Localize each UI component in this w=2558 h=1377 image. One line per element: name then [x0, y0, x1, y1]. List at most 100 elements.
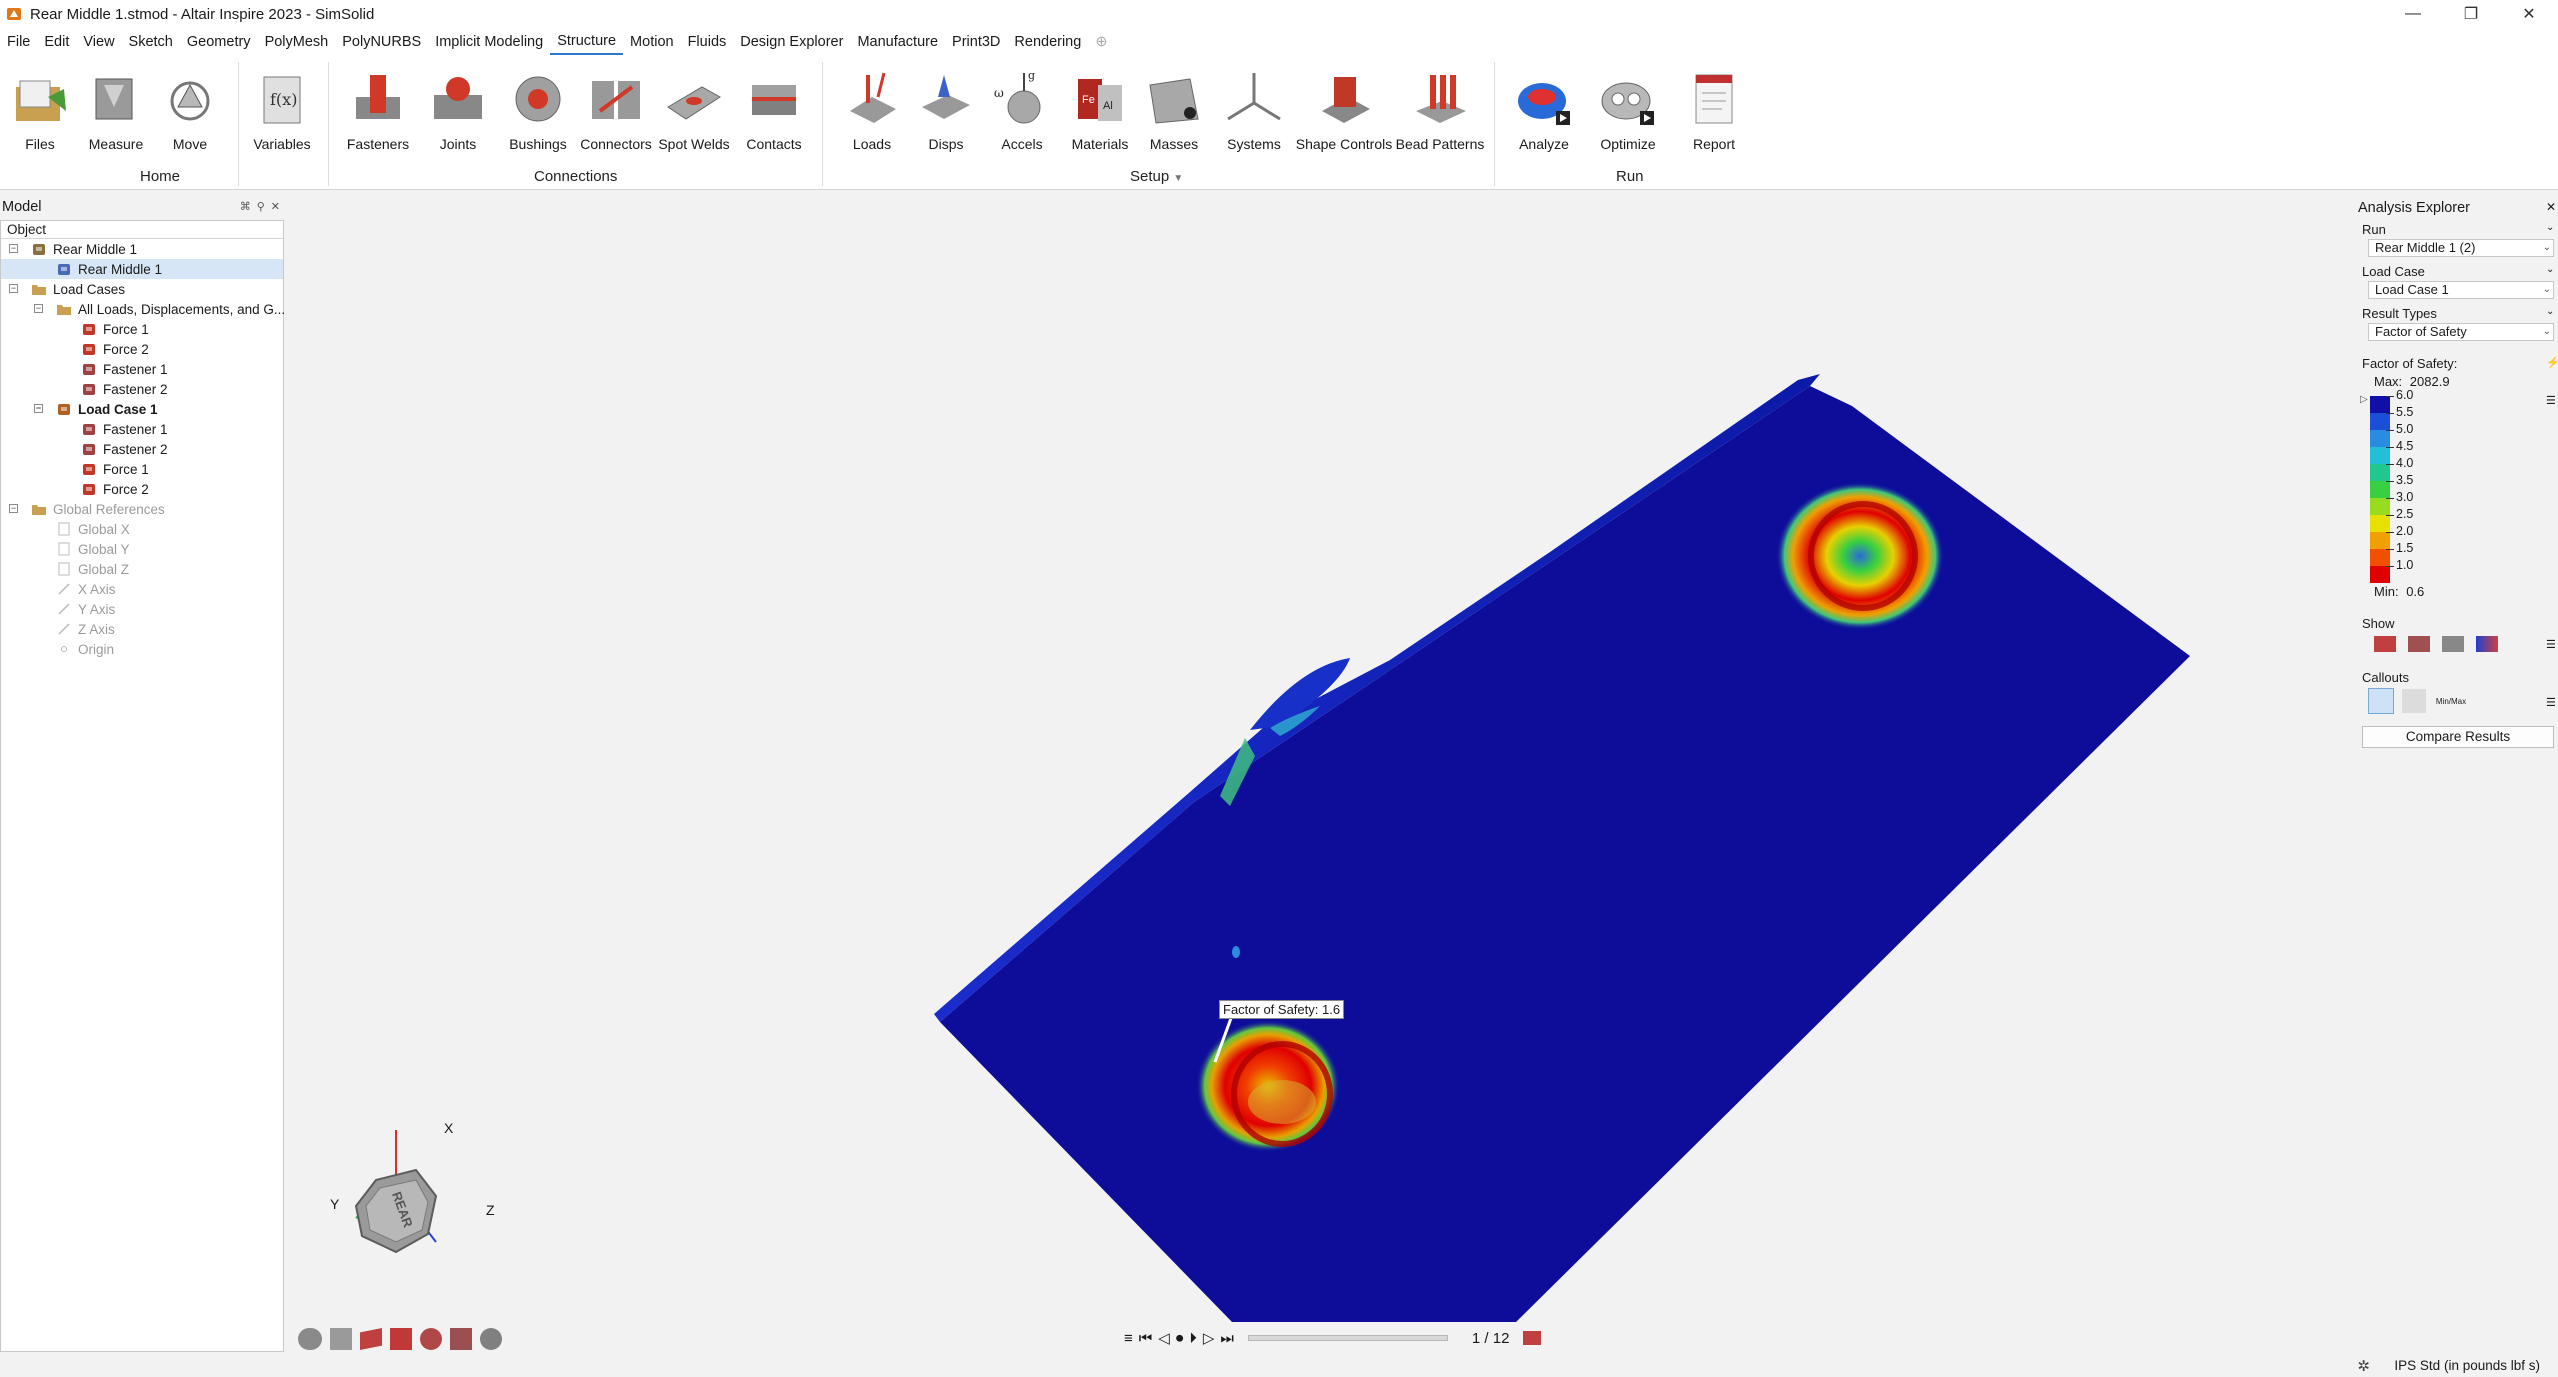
last-frame-icon[interactable]: ⏭: [1220, 1329, 1234, 1347]
compare-results-button[interactable]: Compare Results: [2362, 726, 2554, 748]
joints-tool-button[interactable]: Joints: [408, 66, 508, 152]
tree-item[interactable]: Force 2: [1, 479, 283, 499]
tree-item[interactable]: − Load Cases: [1, 279, 283, 299]
legend-pointer-icon[interactable]: ▷: [2360, 394, 2368, 405]
result-callout[interactable]: Factor of Safety: 1.6: [1219, 1000, 1345, 1019]
next-frame-icon[interactable]: ▷: [1202, 1330, 1215, 1347]
zoom-icon[interactable]: [420, 1328, 442, 1350]
menu-fluids[interactable]: Fluids: [687, 34, 727, 50]
tree-item[interactable]: Global Z: [1, 559, 283, 579]
tree-item[interactable]: − Load Case 1: [1, 399, 283, 419]
analyze-tool-button[interactable]: Analyze: [1494, 66, 1594, 152]
menu-sketch[interactable]: Sketch: [128, 34, 173, 50]
menu-manufacture[interactable]: Manufacture: [857, 34, 939, 50]
run-dropdown[interactable]: Rear Middle 1 (2) ⌄: [2368, 239, 2554, 257]
prev-frame-icon[interactable]: ◁: [1158, 1330, 1170, 1347]
menu-view[interactable]: View: [83, 34, 115, 50]
show-deformed-icon[interactable]: [2374, 636, 2396, 652]
variables-tool-button[interactable]: f(x) Variables: [232, 66, 332, 152]
menu-print3d[interactable]: Print3D: [952, 34, 1001, 50]
tree-item[interactable]: Y Axis: [1, 599, 283, 619]
tree-item[interactable]: Force 1: [1, 319, 283, 339]
legend-settings-icon[interactable]: ⚡: [2546, 357, 2558, 369]
view-cube[interactable]: [320, 1126, 520, 1276]
tree-item[interactable]: Force 1: [1, 459, 283, 479]
loads-tool-button[interactable]: Loads: [822, 66, 922, 152]
close-button[interactable]: ✕: [2522, 6, 2536, 23]
maximize-button[interactable]: ❐: [2463, 6, 2479, 23]
play-icon[interactable]: ⏵: [1189, 1329, 1197, 1347]
collapse-icon[interactable]: −: [9, 243, 18, 253]
tree-item[interactable]: Origin: [1, 639, 283, 659]
menu-polymesh[interactable]: PolyMesh: [264, 34, 329, 50]
menu-structure[interactable]: Structure: [550, 29, 624, 55]
tree-item[interactable]: Fastener 1: [1, 419, 283, 439]
add-ribbon-icon[interactable]: ⊕: [1095, 34, 1108, 50]
contacts-tool-button[interactable]: Contacts: [724, 66, 824, 152]
collapse-icon[interactable]: −: [9, 503, 18, 513]
model-render[interactable]: [290, 196, 2336, 1356]
result-types-dropdown[interactable]: Factor of Safety ⌄: [2368, 323, 2554, 341]
collapse-icon[interactable]: −: [34, 403, 43, 413]
spot-welds-tool-button[interactable]: Spot Welds: [644, 66, 744, 152]
probe-callout-icon[interactable]: [2368, 688, 2394, 714]
fit-view-icon[interactable]: [390, 1328, 412, 1350]
collapse-icon[interactable]: ⌄: [2546, 222, 2555, 233]
close-icon[interactable]: ✕: [270, 201, 280, 213]
tree-item[interactable]: Fastener 2: [1, 379, 283, 399]
tree-item[interactable]: Global X: [1, 519, 283, 539]
menu-rendering[interactable]: Rendering: [1014, 34, 1082, 50]
first-frame-icon[interactable]: ⏮: [1138, 1329, 1153, 1347]
tree-item[interactable]: X Axis: [1, 579, 283, 599]
accels-tool-button[interactable]: g ω Accels: [972, 66, 1072, 152]
tree-item[interactable]: Rear Middle 1: [1, 259, 283, 279]
tree-item[interactable]: − Global References: [1, 499, 283, 519]
tree-item[interactable]: − Rear Middle 1: [1, 239, 283, 259]
masses-tool-button[interactable]: Masses: [1124, 66, 1224, 152]
collapse-icon[interactable]: −: [34, 303, 43, 313]
unit-system[interactable]: IPS Std (in pounds lbf s): [2394, 1358, 2540, 1373]
systems-tool-button[interactable]: Systems: [1204, 66, 1304, 152]
optimize-tool-button[interactable]: Optimize: [1578, 66, 1678, 152]
tree-item[interactable]: Fastener 1: [1, 359, 283, 379]
show-undeformed-icon[interactable]: [2408, 636, 2430, 652]
playback-menu-icon[interactable]: ≡: [1124, 1329, 1133, 1347]
view-triad[interactable]: X Y Z REAR: [320, 1120, 520, 1276]
playback-slider[interactable]: [1247, 1335, 1448, 1341]
menu-design-explorer[interactable]: Design Explorer: [740, 34, 844, 50]
menu-motion[interactable]: Motion: [630, 34, 674, 50]
menu-edit[interactable]: Edit: [44, 34, 70, 50]
render-mode-icon[interactable]: [480, 1328, 502, 1350]
fasteners-tool-button[interactable]: Fasteners: [328, 66, 428, 152]
section-icon[interactable]: [360, 1328, 382, 1350]
legend-menu-icon[interactable]: ☰: [2546, 395, 2556, 407]
minimize-button[interactable]: —: [2405, 5, 2421, 22]
filter-icon[interactable]: ⌘: [239, 201, 251, 213]
menu-file[interactable]: File: [7, 34, 31, 50]
tree-item[interactable]: Fastener 2: [1, 439, 283, 459]
files-tool-button[interactable]: Files: [0, 66, 90, 152]
tree-item[interactable]: Z Axis: [1, 619, 283, 639]
show-contour-icon[interactable]: [2476, 636, 2498, 652]
animation-settings-icon[interactable]: [1523, 1331, 1542, 1345]
collapse-icon[interactable]: ⌄: [2546, 306, 2555, 317]
tree-item[interactable]: − All Loads, Displacements, and G...: [1, 299, 285, 319]
search-icon[interactable]: ⚲: [256, 201, 265, 213]
measure-tool-button[interactable]: Measure: [66, 66, 166, 152]
load-case-dropdown[interactable]: Load Case 1 ⌄: [2368, 281, 2554, 299]
face-callout-icon[interactable]: [2402, 689, 2426, 713]
show-menu-icon[interactable]: ☰: [2546, 639, 2556, 651]
bead-patterns-tool-button[interactable]: Bead Patterns: [1390, 66, 1490, 152]
tree-item[interactable]: Force 2: [1, 339, 283, 359]
minmax-callout-icon[interactable]: Min/Max: [2435, 696, 2467, 706]
shape-controls-tool-button[interactable]: Shape Controls: [1294, 66, 1394, 152]
report-tool-button[interactable]: Report: [1664, 66, 1764, 152]
menu-polynurbs[interactable]: PolyNURBS: [342, 34, 422, 50]
view-cube-icon[interactable]: [330, 1328, 352, 1350]
collapse-icon[interactable]: ⌄: [2546, 264, 2555, 275]
rotate-icon[interactable]: [450, 1328, 472, 1350]
move-tool-button[interactable]: Move: [140, 66, 240, 152]
visibility-icon[interactable]: [298, 1328, 322, 1350]
group-setup-label[interactable]: Setup ▼: [1130, 168, 1183, 185]
tree-item[interactable]: Global Y: [1, 539, 283, 559]
